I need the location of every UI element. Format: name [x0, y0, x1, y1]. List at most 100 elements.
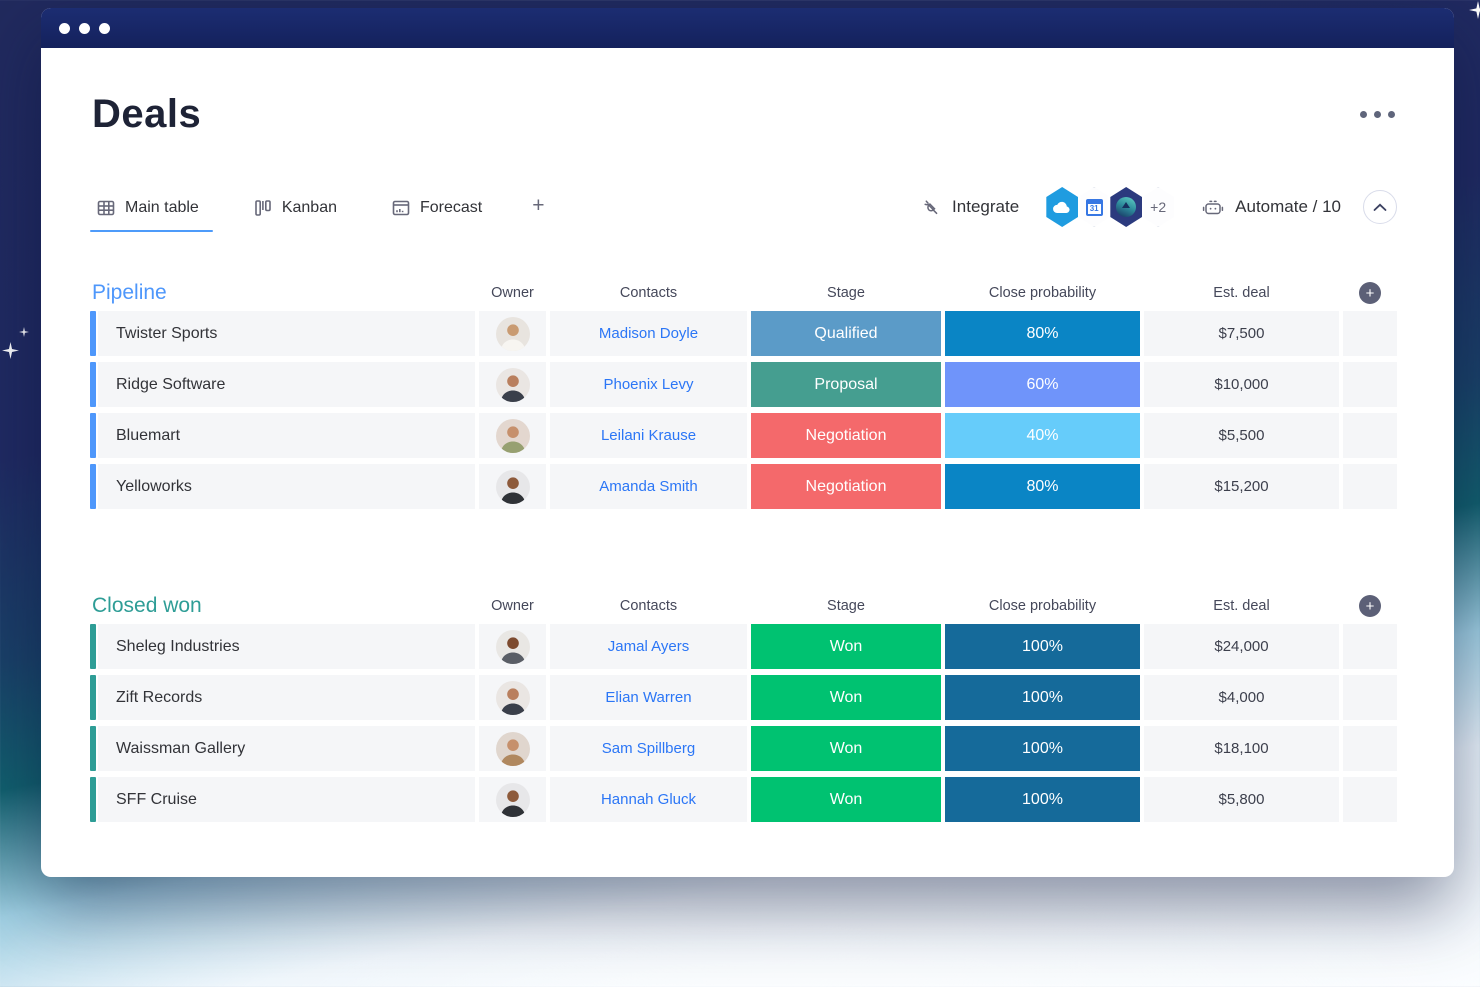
owner-cell[interactable]	[479, 675, 546, 720]
deal-name-cell[interactable]: Waissman Gallery	[90, 726, 475, 771]
board-menu-button[interactable]	[1358, 105, 1397, 124]
owner-cell[interactable]	[479, 726, 546, 771]
column-header-contacts[interactable]: Contacts	[619, 285, 678, 301]
contact-link[interactable]: Phoenix Levy	[550, 362, 747, 407]
window-control-dot[interactable]	[59, 22, 70, 34]
contact-link[interactable]: Amanda Smith	[550, 464, 747, 509]
add-column-button[interactable]: +	[1359, 282, 1381, 304]
more-integrations-count: +2	[1150, 199, 1167, 215]
stage-cell[interactable]: Qualified	[751, 311, 941, 356]
probability-cell[interactable]: 80%	[945, 311, 1140, 356]
column-header-stage[interactable]: Stage	[827, 285, 865, 301]
contact-link[interactable]: Madison Doyle	[550, 311, 747, 356]
owner-cell[interactable]	[479, 311, 546, 356]
tab-label: Main table	[125, 199, 199, 216]
probability-cell[interactable]: 40%	[945, 413, 1140, 458]
owner-cell[interactable]	[479, 413, 546, 458]
integration-badge-more: +2	[1139, 184, 1177, 230]
stage-cell[interactable]: Won	[751, 675, 941, 720]
contact-link[interactable]: Hannah Gluck	[550, 777, 747, 822]
window-control-dot[interactable]	[79, 22, 90, 34]
probability-cell[interactable]: 100%	[945, 726, 1140, 771]
avatar	[495, 680, 530, 715]
deal-value-cell[interactable]: $4,000	[1144, 675, 1339, 720]
column-header-deal[interactable]: Est. deal	[1213, 285, 1270, 301]
empty-add-cell	[1343, 726, 1397, 771]
window-control-dot[interactable]	[99, 22, 110, 34]
integration-badge-calendar: 31	[1075, 184, 1113, 230]
deal-value-cell[interactable]: $18,100	[1144, 726, 1339, 771]
stage-cell[interactable]: Negotiation	[751, 413, 941, 458]
empty-add-cell	[1343, 362, 1397, 407]
deal-name-cell[interactable]: SFF Cruise	[90, 777, 475, 822]
integrate-button[interactable]: Integrate	[920, 196, 1019, 218]
contact-link[interactable]: Jamal Ayers	[550, 624, 747, 669]
empty-add-cell	[1343, 624, 1397, 669]
deal-name-cell[interactable]: Zift Records	[90, 675, 475, 720]
owner-cell[interactable]	[479, 777, 546, 822]
avatar	[495, 731, 530, 766]
column-header-owner[interactable]: Owner	[491, 598, 534, 614]
deal-value-cell[interactable]: $7,500	[1144, 311, 1339, 356]
deal-name: Sheleg Industries	[116, 637, 240, 655]
group-color-bar	[90, 311, 96, 356]
avatar	[495, 629, 530, 664]
probability-cell[interactable]: 100%	[945, 777, 1140, 822]
probability-cell[interactable]: 100%	[945, 675, 1140, 720]
tab-main-table[interactable]: Main table	[90, 190, 213, 232]
deal-name-cell[interactable]: Ridge Software	[90, 362, 475, 407]
add-view-button[interactable]: +	[532, 194, 545, 217]
add-column-button[interactable]: +	[1359, 595, 1381, 617]
column-header-contacts[interactable]: Contacts	[619, 598, 678, 614]
probability-cell[interactable]: 100%	[945, 624, 1140, 669]
table-row: Ridge Software Phoenix Levy Proposal 60%…	[90, 362, 1397, 407]
group-rows: Twister Sports Madison Doyle Qualified 8…	[90, 311, 1397, 509]
sparkle-icon	[19, 327, 29, 337]
tab-kanban[interactable]: Kanban	[247, 190, 351, 232]
integrate-label: Integrate	[952, 197, 1020, 216]
stage-cell[interactable]: Proposal	[751, 362, 941, 407]
contact-link[interactable]: Sam Spillberg	[550, 726, 747, 771]
automate-button[interactable]: Automate / 10	[1201, 196, 1341, 218]
contact-link[interactable]: Leilani Krause	[550, 413, 747, 458]
column-header-deal[interactable]: Est. deal	[1213, 598, 1270, 614]
deal-value-cell[interactable]: $10,000	[1144, 362, 1339, 407]
deal-value-cell[interactable]: $5,500	[1144, 413, 1339, 458]
stage-cell[interactable]: Won	[751, 726, 941, 771]
avatar	[495, 782, 530, 817]
deal-value-cell[interactable]: $15,200	[1144, 464, 1339, 509]
board-toolbar: Integrate 31	[920, 184, 1397, 238]
chevron-up-icon	[1373, 203, 1387, 211]
group-rows: Sheleg Industries Jamal Ayers Won 100% $…	[90, 624, 1397, 822]
tab-forecast[interactable]: Forecast	[385, 190, 496, 232]
empty-add-cell	[1343, 413, 1397, 458]
integration-badges[interactable]: 31 +2	[1041, 184, 1179, 230]
stage-cell[interactable]: Won	[751, 777, 941, 822]
deal-name: SFF Cruise	[116, 790, 197, 808]
owner-cell[interactable]	[479, 464, 546, 509]
owner-cell[interactable]	[479, 624, 546, 669]
column-header-owner[interactable]: Owner	[491, 285, 534, 301]
deal-value-cell[interactable]: $24,000	[1144, 624, 1339, 669]
probability-cell[interactable]: 60%	[945, 362, 1140, 407]
deal-name-cell[interactable]: Bluemart	[90, 413, 475, 458]
column-header-stage[interactable]: Stage	[827, 598, 865, 614]
deal-name-cell[interactable]: Yelloworks	[90, 464, 475, 509]
probability-cell[interactable]: 80%	[945, 464, 1140, 509]
column-header-probability[interactable]: Close probability	[988, 598, 1097, 614]
stage-cell[interactable]: Negotiation	[751, 464, 941, 509]
group-title[interactable]: Pipeline	[92, 281, 167, 304]
window-titlebar	[41, 8, 1454, 48]
tab-label: Forecast	[420, 199, 483, 216]
contact-link[interactable]: Elian Warren	[550, 675, 747, 720]
deal-value-cell[interactable]: $5,800	[1144, 777, 1339, 822]
column-header-probability[interactable]: Close probability	[988, 285, 1097, 301]
group-color-bar	[90, 624, 96, 669]
group-color-bar	[90, 464, 96, 509]
group-title[interactable]: Closed won	[92, 594, 202, 617]
stage-cell[interactable]: Won	[751, 624, 941, 669]
deal-name-cell[interactable]: Twister Sports	[90, 311, 475, 356]
owner-cell[interactable]	[479, 362, 546, 407]
deal-name-cell[interactable]: Sheleg Industries	[90, 624, 475, 669]
collapse-button[interactable]	[1363, 190, 1397, 224]
